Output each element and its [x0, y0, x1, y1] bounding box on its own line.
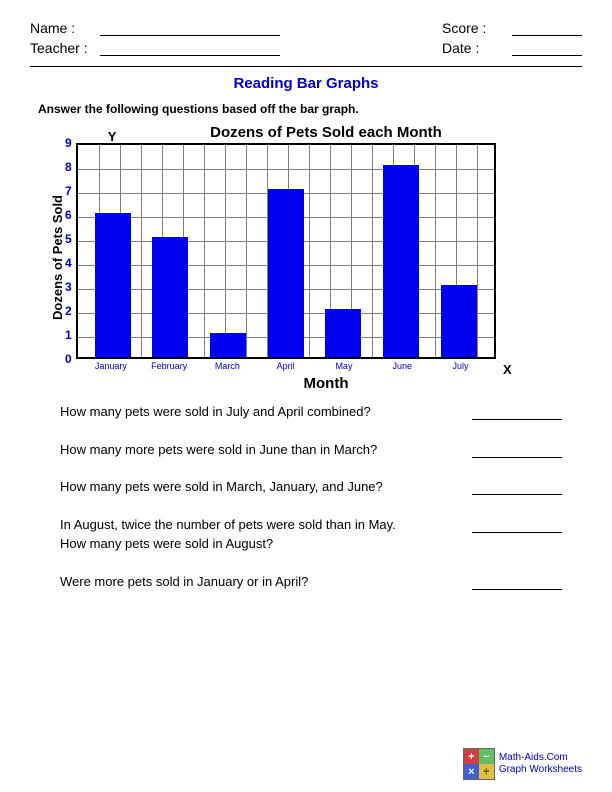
question-text: In August, twice the number of pets were… — [60, 515, 420, 554]
y-axis-letter: Y — [108, 129, 117, 144]
name-field: Name : — [30, 20, 280, 36]
chart-body: Dozens of Pets Sold 9876543210 Y X Janua… — [50, 143, 562, 371]
name-label: Name : — [30, 20, 92, 36]
answer-blank[interactable] — [472, 444, 562, 458]
page-title: Reading Bar Graphs — [30, 75, 582, 92]
questions-list: How many pets were sold in July and Apri… — [60, 402, 562, 591]
answer-blank[interactable] — [472, 576, 562, 590]
chart-plot — [76, 143, 496, 359]
name-blank[interactable] — [100, 20, 280, 36]
header-row-2: Teacher : Date : — [30, 40, 582, 56]
bar-july — [441, 285, 477, 357]
teacher-blank[interactable] — [100, 40, 280, 56]
bar-june — [383, 165, 419, 357]
score-blank[interactable] — [512, 20, 582, 36]
x-tick: February — [144, 361, 194, 371]
date-label: Date : — [442, 40, 504, 56]
date-blank[interactable] — [512, 40, 582, 56]
date-field: Date : — [442, 40, 582, 56]
question-row: Were more pets sold in January or in Apr… — [60, 572, 562, 592]
question-row: How many more pets were sold in June tha… — [60, 440, 562, 460]
x-tick: April — [261, 361, 311, 371]
x-tick: May — [319, 361, 369, 371]
question-text: Were more pets sold in January or in Apr… — [60, 572, 308, 592]
question-text: How many pets were sold in March, Januar… — [60, 477, 383, 497]
question-text: How many pets were sold in July and Apri… — [60, 402, 371, 422]
y-axis-label: Dozens of Pets Sold — [50, 195, 65, 320]
chart-title: Dozens of Pets Sold each Month — [50, 124, 562, 141]
x-tick: March — [202, 361, 252, 371]
x-axis-letter: X — [503, 362, 512, 377]
question-row: In August, twice the number of pets were… — [60, 515, 562, 554]
bars-container — [78, 145, 494, 357]
bar-may — [325, 309, 361, 357]
header-row-1: Name : Score : — [30, 20, 582, 36]
ylabel-wrap: Dozens of Pets Sold — [50, 143, 65, 371]
instructions: Answer the following questions based off… — [38, 102, 582, 116]
bar-april — [268, 189, 304, 357]
bar-february — [152, 237, 188, 357]
y-ticks: 9876543210 — [65, 143, 76, 359]
header-divider — [30, 66, 582, 67]
footer: +−×÷ Math-Aids.Com Graph Worksheets — [463, 748, 582, 780]
footer-subtitle[interactable]: Graph Worksheets — [499, 764, 582, 776]
x-axis-label: Month — [50, 375, 562, 392]
x-tick: July — [436, 361, 486, 371]
bar-march — [210, 333, 246, 357]
footer-text: Math-Aids.Com Graph Worksheets — [499, 752, 582, 776]
question-row: How many pets were sold in March, Januar… — [60, 477, 562, 497]
plot-outer: Y X JanuaryFebruaryMarchAprilMayJuneJuly — [76, 143, 496, 371]
math-aids-icon: +−×÷ — [463, 748, 495, 780]
question-row: How many pets were sold in July and Apri… — [60, 402, 562, 422]
x-arrow-icon — [494, 350, 496, 359]
worksheet-page: Name : Score : Teacher : Date : Reading … — [0, 0, 612, 619]
score-label: Score : — [442, 20, 504, 36]
bar-january — [95, 213, 131, 357]
footer-site[interactable]: Math-Aids.Com — [499, 752, 582, 764]
x-ticks: January February March April May June July — [76, 359, 496, 371]
teacher-label: Teacher : — [30, 40, 92, 56]
chart-container: Dozens of Pets Sold each Month Dozens of… — [50, 124, 562, 392]
answer-blank[interactable] — [472, 406, 562, 420]
question-text: How many more pets were sold in June tha… — [60, 440, 377, 460]
answer-blank[interactable] — [472, 481, 562, 495]
answer-blank[interactable] — [472, 519, 562, 533]
x-tick: June — [377, 361, 427, 371]
teacher-field: Teacher : — [30, 40, 280, 56]
score-field: Score : — [442, 20, 582, 36]
x-tick: January — [86, 361, 136, 371]
